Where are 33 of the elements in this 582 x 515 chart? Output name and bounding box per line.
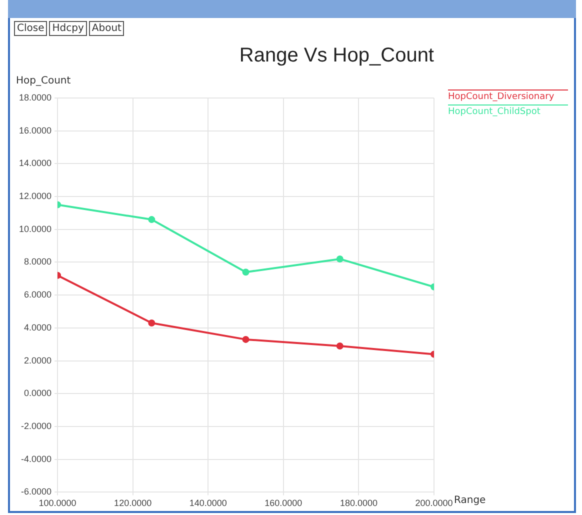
y-tick-label: -4.0000 bbox=[21, 454, 52, 464]
point bbox=[336, 342, 344, 350]
x-tick-label: 200.0000 bbox=[415, 498, 453, 508]
y-axis-title: Hop_Count bbox=[16, 76, 71, 87]
point bbox=[148, 216, 156, 224]
y-tick-label: -6.0000 bbox=[21, 486, 52, 497]
x-axis-title: Range bbox=[454, 494, 486, 506]
y-tick-label: 2.0000 bbox=[24, 355, 52, 366]
y-tick-label: 6.0000 bbox=[24, 290, 52, 300]
y-tick-label: 10.0000 bbox=[18, 224, 52, 234]
text: HopCount_Diversionary bbox=[448, 92, 555, 102]
y-tick-label: -2.0000 bbox=[21, 420, 52, 431]
text: Hdcpy bbox=[49, 21, 87, 36]
x-tick-label: 160.0000 bbox=[264, 498, 302, 508]
x-tick-label: 120.0000 bbox=[114, 498, 152, 508]
x-tick-label: 180.0000 bbox=[340, 498, 378, 508]
text: HopCount_ChildSpot bbox=[448, 106, 541, 117]
y-tick-label: 0.0000 bbox=[24, 388, 52, 398]
y-tick-label: 16.0000 bbox=[18, 125, 52, 136]
text: Close bbox=[14, 21, 48, 36]
y-tick-label: 4.0000 bbox=[24, 322, 52, 332]
point bbox=[242, 268, 250, 276]
chart-title: Range Vs Hop_Count bbox=[239, 44, 434, 67]
x-tick-label: 100.0000 bbox=[38, 498, 76, 508]
text: About bbox=[88, 21, 124, 36]
x-tick-label: 140.0000 bbox=[189, 498, 227, 508]
point bbox=[336, 255, 344, 262]
point bbox=[242, 336, 250, 343]
y-tick-label: 8.0000 bbox=[24, 256, 52, 267]
y-tick-label: 12.0000 bbox=[18, 191, 52, 202]
y-tick-label: 18.0000 bbox=[18, 92, 52, 102]
point bbox=[148, 320, 156, 327]
y-tick-label: 14.0000 bbox=[18, 158, 52, 168]
